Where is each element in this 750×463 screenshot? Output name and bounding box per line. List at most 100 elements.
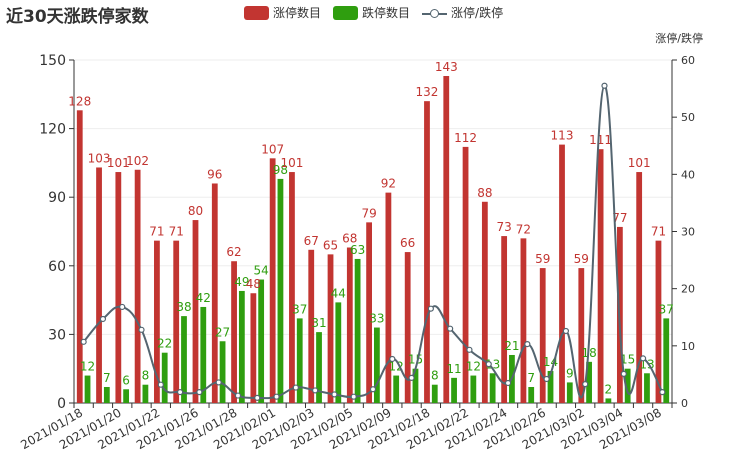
bar-down [528, 386, 535, 403]
ratio-point [99, 315, 107, 323]
bar-down [277, 178, 284, 403]
y-tick-label-right: 10 [681, 340, 695, 353]
bar-up-value-label: 101 [107, 156, 130, 170]
bar-down [103, 386, 110, 403]
bar-down-value-label: 6 [122, 373, 130, 387]
bar-down-value-label: 33 [369, 312, 384, 326]
ratio-point [254, 394, 261, 401]
bar-up [308, 249, 315, 403]
bar-down [335, 302, 342, 403]
ratio-point [408, 374, 415, 381]
bar-down [142, 384, 149, 403]
bar-up [327, 254, 334, 403]
ratio-point [350, 393, 357, 400]
legend-item-up[interactable]: 涨停数目 [244, 4, 321, 21]
bar-down-value-label: 54 [254, 264, 269, 278]
y-tick-label-right: 50 [681, 111, 695, 124]
bar-up-value-label: 62 [226, 245, 241, 259]
bar-up-value-label: 112 [454, 131, 477, 145]
bar-down [84, 375, 91, 403]
bar-down [161, 352, 168, 403]
legend-item-ratio[interactable]: 涨停/跌停 [422, 4, 503, 21]
bar-up-value-label: 107 [261, 142, 284, 156]
bar-down-value-label: 42 [196, 291, 211, 305]
legend-label-down: 跌停数目 [362, 6, 411, 20]
bar-up [269, 158, 276, 403]
ratio-point [582, 381, 589, 388]
bar-down-value-label: 63 [350, 243, 365, 257]
bar-up-value-label: 73 [496, 220, 511, 234]
ratio-point [119, 303, 126, 311]
ratio-point [659, 389, 666, 396]
bar-down-value-label: 38 [176, 300, 191, 314]
bar-up [481, 201, 488, 403]
bar-up [501, 236, 508, 403]
ratio-point [562, 327, 570, 335]
bar-up-value-label: 67 [304, 234, 319, 248]
y-axis-right-title: 涨停/跌停 [655, 31, 703, 45]
ratio-point [369, 386, 377, 393]
bar-up [231, 261, 237, 403]
bar-down [181, 316, 187, 403]
y-tick-label-right: 30 [681, 226, 695, 239]
ratio-line [82, 84, 664, 400]
ratio-point [157, 381, 164, 388]
ratio-point [273, 393, 280, 400]
legend-label-ratio: 涨停/跌停 [451, 6, 504, 20]
ratio-point [620, 370, 627, 377]
y-tick-label-right: 40 [681, 168, 695, 181]
bar-up-value-label: 128 [68, 94, 91, 108]
bar-up [559, 144, 565, 403]
ratio-point [80, 338, 87, 345]
bar-down [470, 375, 477, 403]
bar-down [219, 341, 226, 403]
bar-up [289, 172, 295, 403]
bar-up-value-label: 102 [126, 154, 149, 168]
bar-down-value-label: 98 [273, 163, 288, 177]
bar-down [451, 377, 457, 403]
bar-down [547, 370, 554, 403]
bar-up-value-label: 113 [551, 129, 574, 143]
ratio-point [196, 389, 203, 396]
bar-down [123, 389, 130, 403]
bar-up [424, 101, 430, 403]
ratio-point [639, 355, 647, 362]
bar-up [250, 293, 257, 403]
bar-up [404, 252, 411, 403]
bar-up [539, 268, 546, 403]
bar-up-value-label: 71 [169, 225, 184, 239]
bar-up [173, 240, 180, 403]
bar-down-value-label: 27 [215, 325, 230, 339]
bar-down [431, 384, 438, 403]
bar-down-value-label: 49 [234, 275, 249, 289]
bar-down-value-label: 13 [485, 357, 500, 371]
ratio-point [234, 392, 242, 399]
bar-up-value-label: 71 [651, 225, 666, 239]
bar-down-value-label: 12 [389, 360, 404, 374]
bar-down [624, 368, 631, 403]
bar-down-value-label: 12 [80, 360, 95, 374]
bar-up-value-label: 101 [280, 156, 303, 170]
bar-up-value-label: 68 [342, 232, 357, 246]
legend: 涨停数目 跌停数目 涨停/跌停 [244, 4, 503, 21]
bar-down-value-label: 11 [446, 362, 461, 376]
bar-down-value-label: 8 [142, 369, 150, 383]
y-tick-label-right: 0 [681, 397, 688, 410]
bar-up [96, 167, 102, 403]
ratio-point [601, 82, 608, 89]
bar-down-value-label: 37 [292, 302, 307, 316]
bar-up-value-label: 101 [628, 156, 651, 170]
ratio-point [504, 379, 512, 387]
bar-down [374, 327, 380, 403]
y-tick-label-left: 60 [48, 259, 66, 275]
y-tick-label-left: 120 [39, 122, 66, 138]
bar-down-value-label: 21 [504, 339, 519, 353]
ratio-point [524, 341, 531, 348]
bar-down [412, 368, 419, 403]
bar-up-value-label: 143 [435, 60, 458, 74]
bar-down-value-label: 31 [311, 316, 326, 330]
bar-up-value-label: 59 [574, 252, 589, 266]
bar-up-value-label: 92 [381, 177, 396, 191]
legend-item-down[interactable]: 跌停数目 [333, 4, 410, 21]
